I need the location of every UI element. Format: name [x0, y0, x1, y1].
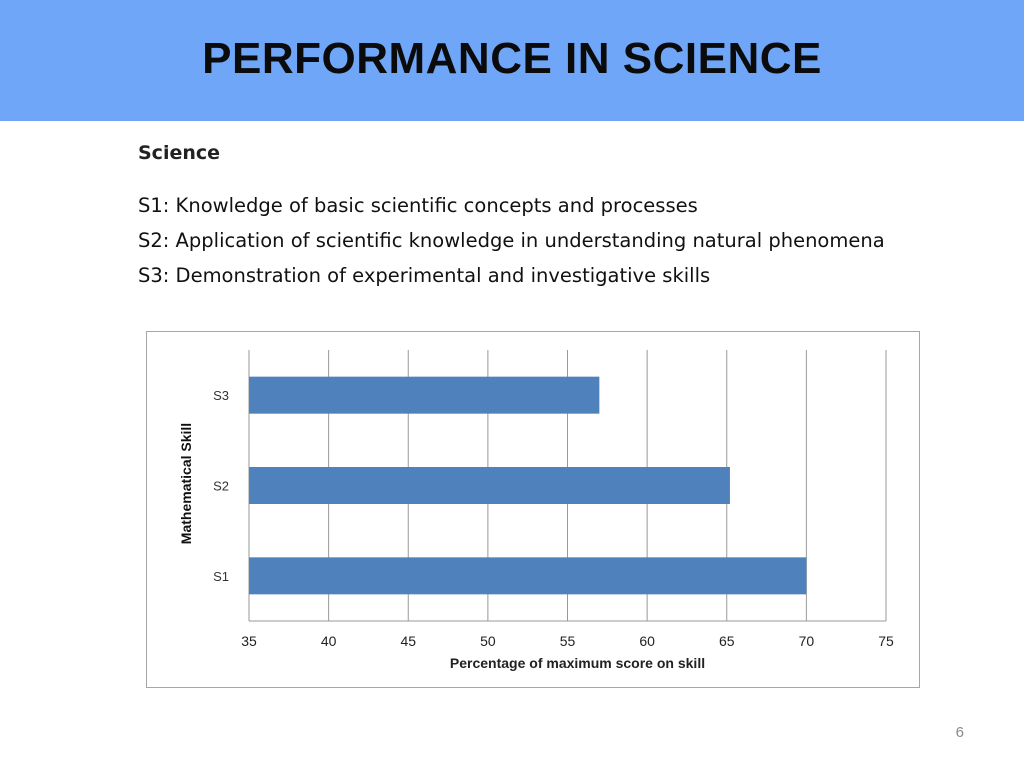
skill-descriptions: S1: Knowledge of basic scientific concep…	[138, 188, 885, 293]
skill-description-s1: S1: Knowledge of basic scientific concep…	[138, 194, 698, 217]
x-tick-label-35: 35	[241, 633, 257, 649]
x-tick-label-75: 75	[878, 633, 894, 649]
title-bar: PERFORMANCE IN SCIENCE	[0, 0, 1024, 121]
y-tick-label-s2: S2	[213, 479, 229, 494]
bar-chart: 35 40 45 50 55 60 65 70 75 S1 S2 S3 Percentage of ma…	[146, 331, 920, 688]
chart-canvas: 35 40 45 50 55 60 65 70 75 S1 S2 S3 Percentage of ma…	[178, 350, 894, 671]
section-heading: Science	[138, 142, 221, 164]
x-tick-label-70: 70	[799, 633, 815, 649]
x-tick-label-55: 55	[560, 633, 576, 649]
skill-description-s3: S3: Demonstration of experimental and in…	[138, 264, 711, 287]
bar-s2	[249, 467, 730, 504]
x-tick-label-50: 50	[480, 633, 496, 649]
page-number: 6	[955, 724, 964, 741]
x-tick-label-40: 40	[321, 633, 337, 649]
bar-s1	[249, 557, 807, 595]
x-tick-label-65: 65	[719, 633, 735, 649]
bar-s3	[249, 376, 600, 414]
y-tick-label-s3: S3	[213, 388, 229, 403]
x-tick-label-45: 45	[400, 633, 416, 649]
slide-title: PERFORMANCE IN SCIENCE	[202, 34, 822, 83]
skill-description-s2: S2: Application of scientific knowledge …	[138, 229, 885, 252]
x-tick-label-60: 60	[639, 633, 655, 649]
y-axis-title: Mathematical Skill	[178, 423, 194, 544]
x-axis-title: Percentage of maximum score on skill	[450, 655, 705, 671]
y-tick-label-s1: S1	[213, 569, 229, 584]
